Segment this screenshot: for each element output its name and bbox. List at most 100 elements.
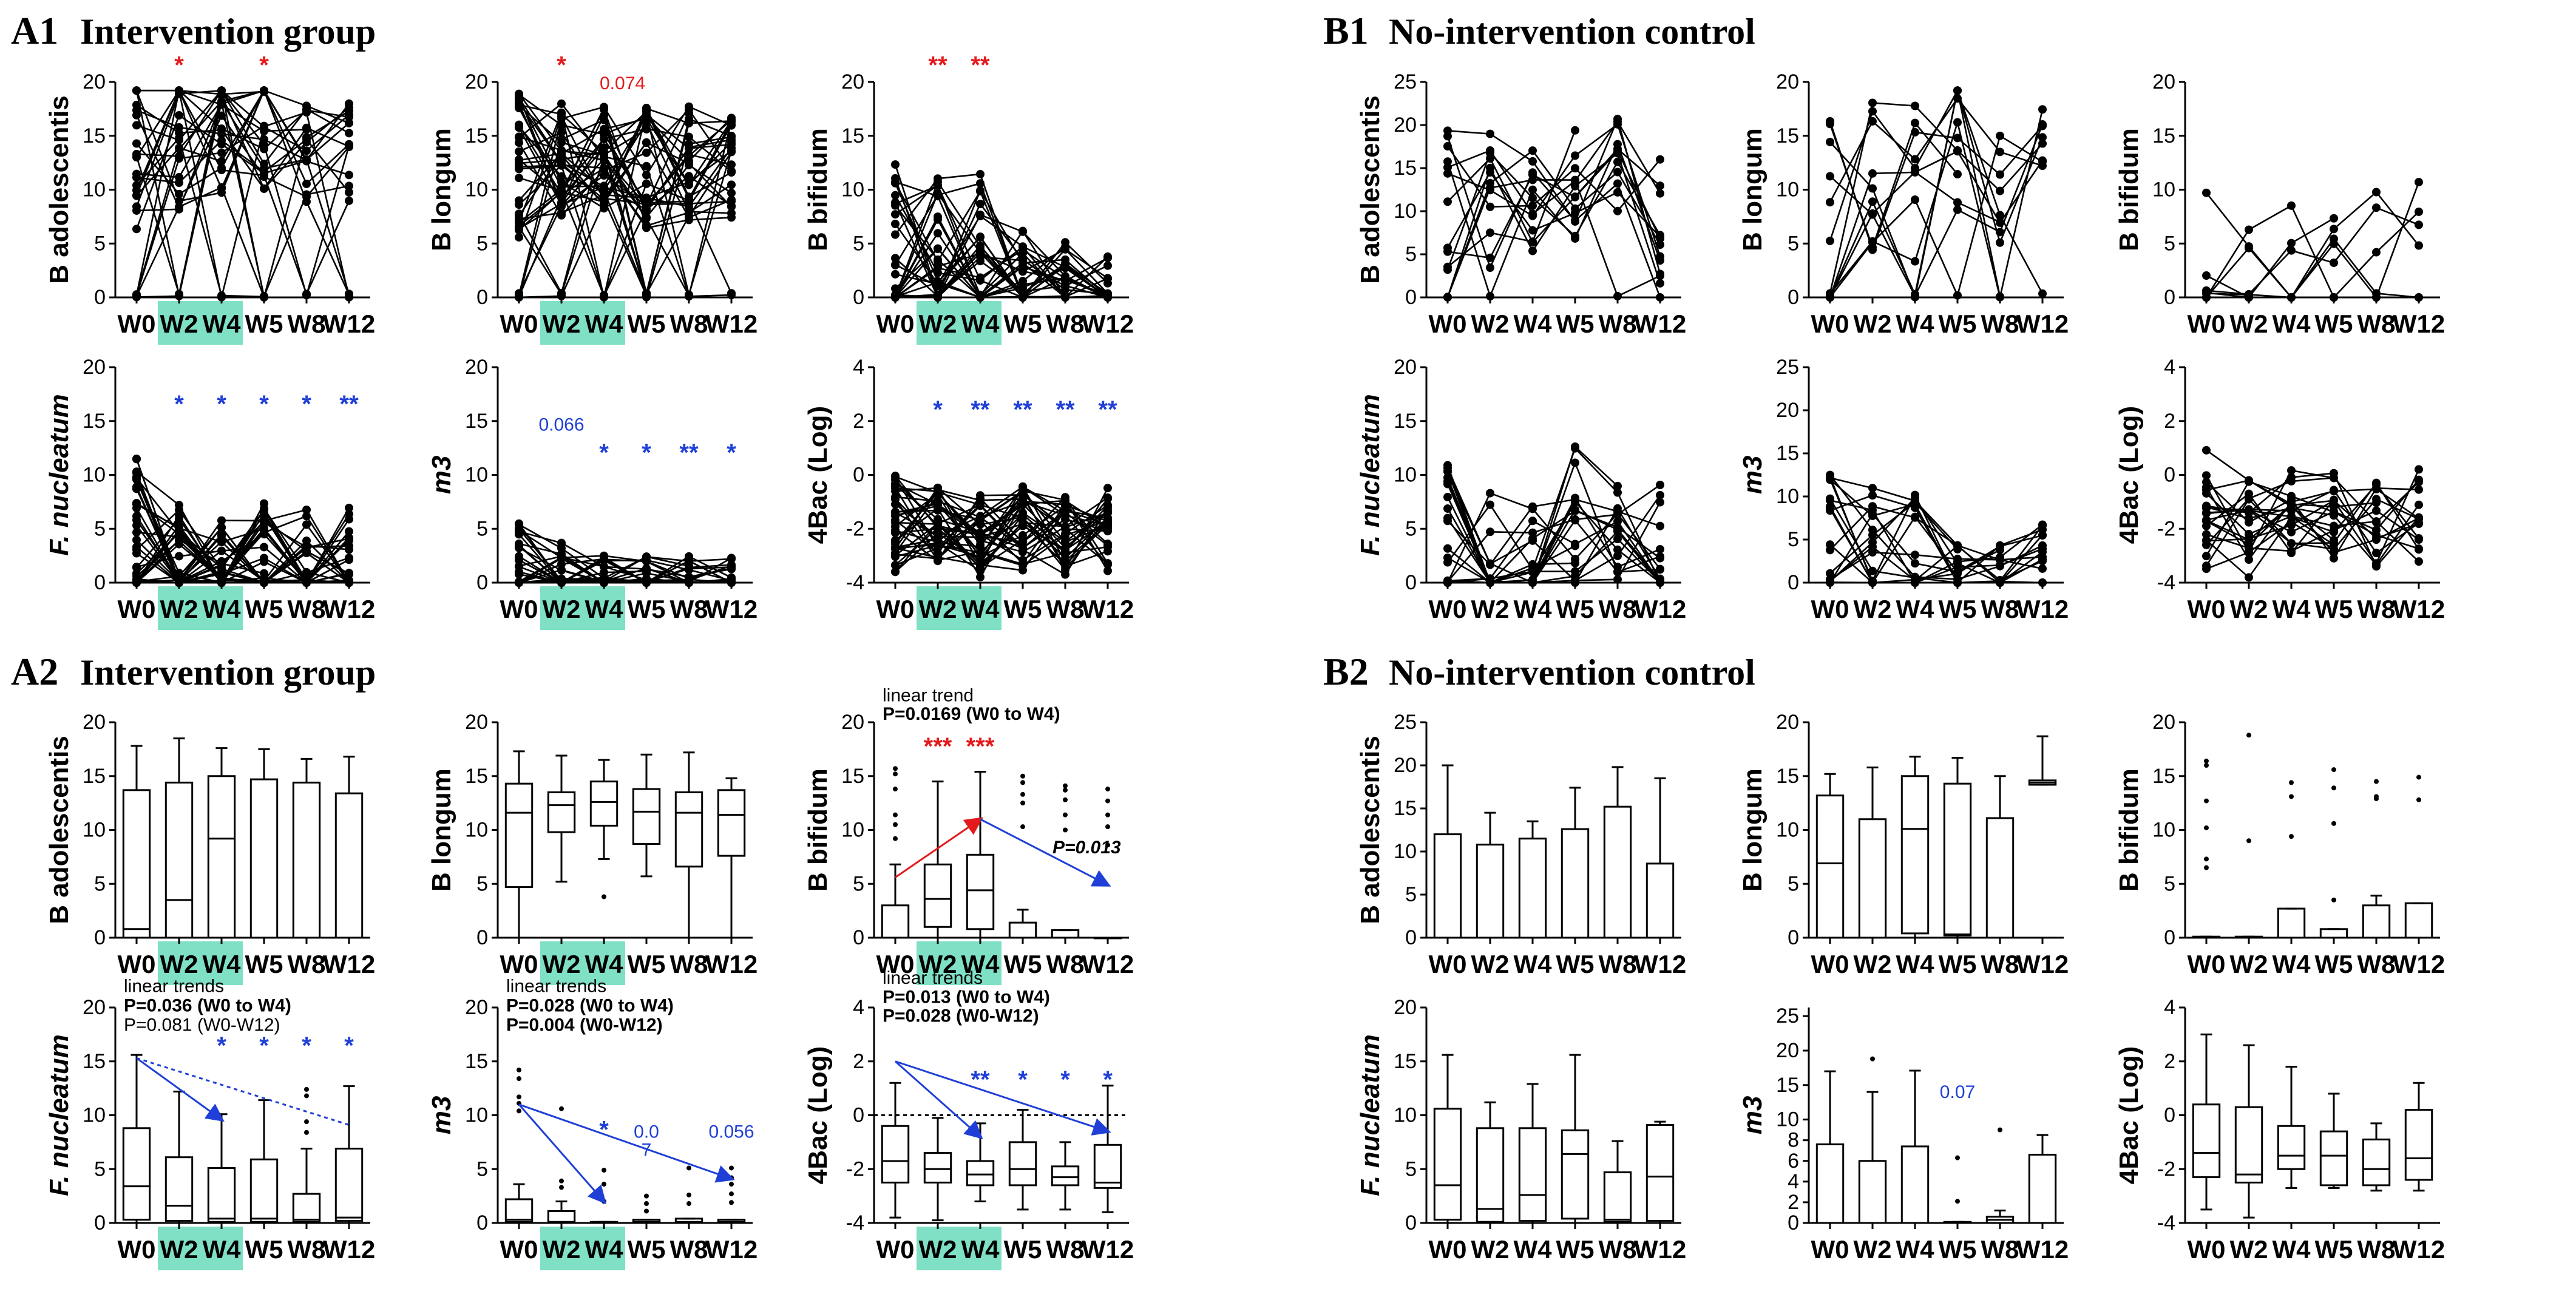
data-point	[2038, 521, 2047, 530]
subject-line	[895, 504, 1023, 535]
data-point	[132, 563, 141, 572]
data-point	[1443, 262, 1452, 271]
data-point	[175, 173, 183, 182]
data-point	[1103, 252, 1112, 261]
x-tick-label: W2	[160, 310, 198, 338]
data-point	[1571, 126, 1579, 135]
data-point	[515, 98, 523, 107]
x-tick-label: W4	[961, 310, 1000, 338]
data-point	[2202, 188, 2211, 197]
x-tick-label: W8	[1599, 310, 1637, 338]
data-point	[2245, 494, 2253, 503]
x-tick-label: W12	[2016, 1235, 2069, 1264]
highlight-band	[540, 301, 625, 345]
data-point	[345, 535, 353, 544]
box	[1646, 1123, 1675, 1222]
y-tick-label: 20	[465, 70, 488, 93]
data-point	[1656, 575, 1664, 584]
y-axis-label: B adolescentis	[1355, 95, 1385, 284]
data-point	[1103, 292, 1112, 301]
data-point	[1996, 131, 2004, 140]
x-tick-label: W12	[1634, 1235, 1686, 1264]
data-point	[302, 549, 311, 558]
box	[1943, 782, 1972, 936]
outlier	[1105, 812, 1110, 818]
outlier	[2204, 825, 2209, 830]
outlier	[602, 894, 606, 899]
subject-line	[1829, 134, 2043, 298]
data-point	[217, 166, 226, 175]
subject-line	[1829, 512, 2043, 583]
subject-line	[136, 104, 350, 191]
data-point	[1868, 484, 1877, 493]
subject-line	[518, 121, 733, 298]
subject-line	[518, 147, 733, 220]
data-point	[600, 555, 608, 564]
data-point	[345, 290, 353, 299]
y-axis-label: m3	[427, 456, 456, 495]
x-tick-label: W5	[2315, 310, 2353, 338]
outlier	[1063, 783, 1068, 788]
subject-line	[518, 141, 732, 299]
data-point	[1061, 524, 1069, 533]
x-tick-label: W0	[2188, 595, 2226, 623]
data-point	[132, 504, 141, 513]
data-point	[515, 527, 523, 536]
data-point	[1996, 186, 2004, 195]
x-tick-label: W8	[1599, 950, 1637, 978]
data-point	[934, 483, 942, 492]
subject-line	[518, 104, 647, 156]
data-point	[132, 535, 141, 544]
data-point	[302, 506, 311, 515]
data-point	[217, 157, 226, 166]
data-point	[2245, 540, 2253, 549]
data-point	[1953, 567, 1962, 577]
y-tick-label: 10	[1776, 1108, 1799, 1131]
box	[1476, 844, 1505, 939]
subject-line	[518, 102, 732, 205]
subject-line	[1829, 121, 1959, 250]
significance-annotation: *	[933, 396, 943, 423]
data-point	[175, 552, 183, 561]
y-tick-label: 20	[2152, 70, 2175, 93]
outlier	[304, 1086, 309, 1092]
data-point	[175, 540, 183, 549]
x-tick-label: W12	[1082, 1235, 1134, 1264]
subject-line	[894, 493, 1108, 566]
subject-line	[894, 178, 1108, 299]
data-point	[891, 567, 900, 577]
data-point	[685, 172, 693, 181]
subject-line	[1829, 551, 2043, 580]
data-point	[1061, 560, 1069, 569]
data-point	[1868, 578, 1877, 587]
subject-line	[1446, 142, 1661, 299]
data-point	[1613, 525, 1622, 534]
data-point	[345, 129, 353, 138]
subject-line	[894, 498, 1108, 565]
data-point	[1953, 86, 1962, 95]
data-point	[891, 160, 900, 169]
significance-annotation: 0.0	[634, 1122, 659, 1142]
data-point	[217, 291, 226, 300]
box	[2319, 928, 2348, 939]
data-point	[1953, 291, 1962, 300]
data-point	[2372, 289, 2381, 298]
data-point	[1019, 277, 1027, 286]
data-point	[1061, 292, 1069, 301]
x-tick-label: W5	[628, 310, 666, 338]
data-point	[2202, 564, 2211, 574]
y-tick-label: 0	[2164, 464, 2175, 487]
outlier	[2331, 897, 2336, 902]
subject-line	[895, 252, 1108, 299]
data-point	[727, 167, 736, 176]
data-point	[976, 249, 985, 259]
data-point	[557, 538, 566, 547]
box	[881, 1125, 910, 1184]
data-point	[1443, 169, 1452, 178]
data-point	[2372, 484, 2381, 493]
subject-line	[1829, 544, 2043, 582]
data-point	[515, 122, 523, 131]
